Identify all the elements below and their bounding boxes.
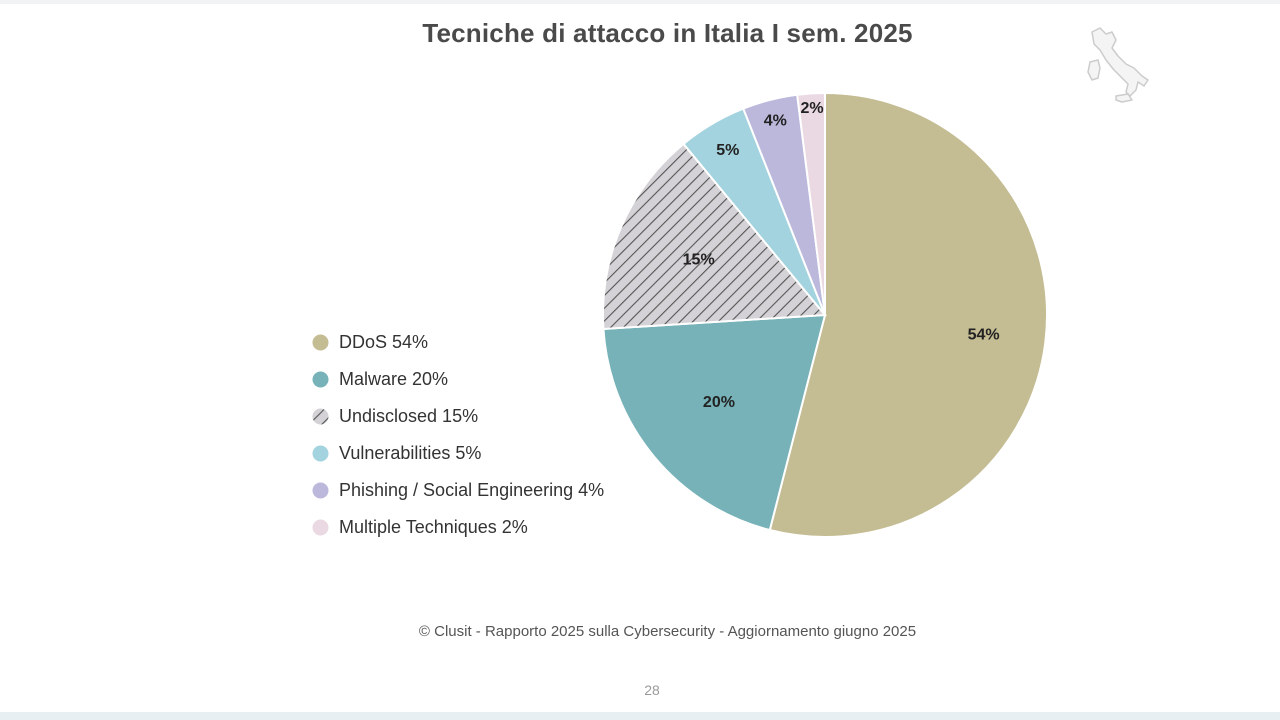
italy-map-icon	[1087, 27, 1149, 103]
top-rule	[0, 0, 1280, 4]
pie-label-undisclosed: 15%	[683, 252, 715, 269]
legend-label-vulnerabilities: Vulnerabilities 5%	[339, 443, 482, 463]
pie-label-phishing-social-engineering: 4%	[764, 113, 787, 130]
legend-item-ddos: DDoS 54%	[312, 324, 672, 361]
pie-chart: 54% 20% 15% 5% 4% 2%	[602, 91, 1048, 538]
legend-swatch-ddos	[312, 334, 329, 351]
legend-swatch-multiple	[312, 519, 329, 536]
pie-slice-malware	[602, 313, 827, 532]
legend-swatch-undisclosed	[312, 408, 329, 425]
legend-label-undisclosed: Undisclosed 15%	[339, 406, 479, 426]
legend: DDoS 54% Malware 20% Undisclosed 15% Vul…	[312, 324, 672, 546]
bottom-rule	[0, 712, 1280, 720]
legend-item-multiple: Multiple Techniques 2%	[312, 509, 672, 546]
page-number: 28	[644, 682, 660, 698]
legend-swatch-vulnerabilities	[312, 445, 329, 462]
legend-swatch-phishing	[312, 482, 329, 499]
legend-label-multiple: Multiple Techniques 2%	[339, 517, 528, 537]
pie-label-malware: 20%	[703, 394, 735, 411]
chart-title: Tecniche di attacco in Italia I sem. 202…	[422, 18, 913, 48]
legend-item-phishing: Phishing / Social Engineering 4%	[312, 472, 672, 509]
legend-swatch-malware	[312, 371, 329, 388]
pie-slice-multiple-techniques	[796, 91, 826, 316]
source-note: © Clusit - Rapporto 2025 sulla Cybersecu…	[418, 623, 917, 640]
legend-item-vulnerabilities: Vulnerabilities 5%	[312, 435, 672, 472]
legend-label-phishing: Phishing / Social Engineering 4%	[339, 480, 605, 500]
legend-item-undisclosed: Undisclosed 15%	[312, 398, 672, 435]
pie-label-vulnerabilities: 5%	[716, 142, 739, 159]
legend-item-malware: Malware 20%	[312, 361, 672, 398]
pie-slice-undisclosed	[602, 142, 828, 330]
pie-label-ddos: 54%	[968, 326, 1000, 343]
legend-label-ddos: DDoS 54%	[339, 332, 429, 352]
legend-label-malware: Malware 20%	[339, 369, 449, 389]
pie-slice-ddos	[768, 91, 1048, 538]
pie-label-multiple-techniques: 2%	[800, 100, 823, 117]
